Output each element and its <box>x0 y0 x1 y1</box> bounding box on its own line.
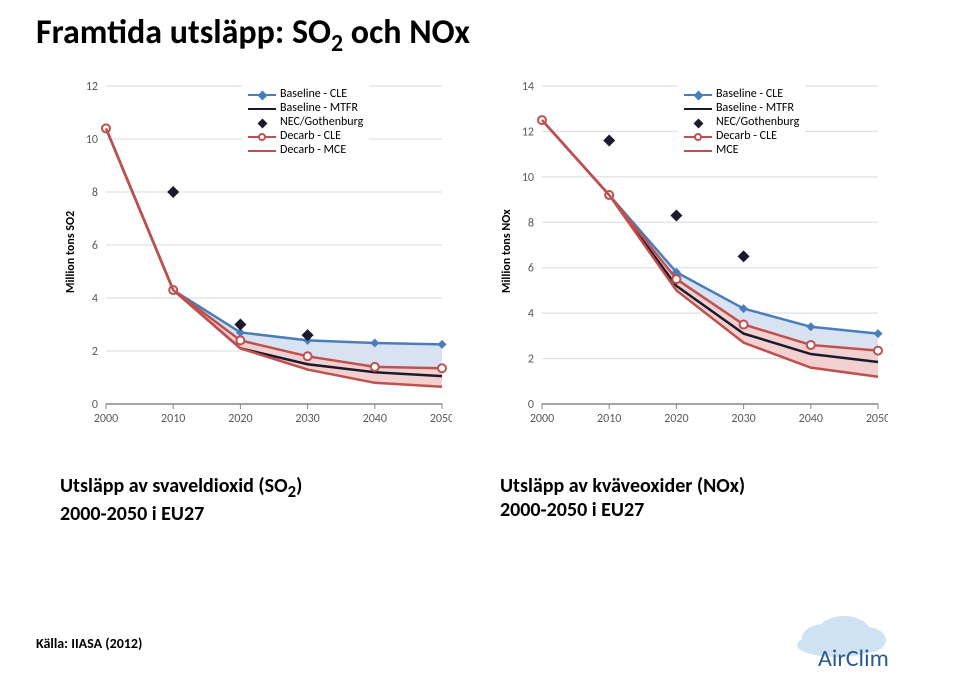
nox-caption: Utsläpp av kväveoxider (NOx)2000-2050 i … <box>500 474 745 522</box>
y-axis-label: Million tons NOx <box>500 209 514 293</box>
svg-text:2040: 2040 <box>363 412 387 426</box>
svg-text:14: 14 <box>522 80 534 94</box>
svg-text:6: 6 <box>92 239 98 253</box>
svg-text:8: 8 <box>92 186 98 200</box>
svg-text:12: 12 <box>522 125 534 139</box>
svg-text:4: 4 <box>528 307 534 321</box>
source-text: Källa: IIASA (2012) <box>36 635 142 652</box>
svg-text:6: 6 <box>528 262 534 276</box>
legend-label: Baseline - CLE <box>280 88 347 102</box>
legend-item: NEC/Gothenburg <box>248 116 363 130</box>
legend-label: NEC/Gothenburg <box>716 116 799 130</box>
so2-chart: 0 2 4 6 8 10 12 2000 2010 2020 2030 2040 2050 Million… <box>52 78 452 448</box>
legend-label: Baseline - MTFR <box>716 102 794 116</box>
so2-caption: Utsläpp av svaveldioxid (SO2)2000-2050 i… <box>60 474 302 526</box>
svg-text:10: 10 <box>522 171 534 185</box>
nox-chart: 0 2 4 6 8 10 12 14 2000 2010 2020 2030 2040 2050 Milli… <box>488 78 888 448</box>
svg-text:2010: 2010 <box>161 412 185 426</box>
svg-text:4: 4 <box>92 292 98 306</box>
svg-text:2: 2 <box>528 353 534 367</box>
legend-label: Decarb - MCE <box>280 144 346 158</box>
svg-text:2020: 2020 <box>664 412 688 426</box>
svg-text:2: 2 <box>92 345 98 359</box>
svg-text:2000: 2000 <box>94 412 118 426</box>
legend-label: MCE <box>716 144 739 158</box>
svg-text:8: 8 <box>528 216 534 230</box>
legend-item: Baseline - MTFR <box>684 102 799 116</box>
legend-item: NEC/Gothenburg <box>684 116 799 130</box>
svg-text:2050: 2050 <box>430 412 452 426</box>
legend-item: Decarb - CLE <box>248 130 363 144</box>
legend-label: Baseline - MTFR <box>280 102 358 116</box>
legend-item: MCE <box>684 144 799 158</box>
legend-label: Decarb - CLE <box>716 130 777 144</box>
svg-text:10: 10 <box>86 133 98 147</box>
y-axis-label: Million tons SO2 <box>64 211 78 293</box>
legend-label: Decarb - CLE <box>280 130 341 144</box>
legend-label: NEC/Gothenburg <box>280 116 363 130</box>
legend-label: Baseline - CLE <box>716 88 783 102</box>
chart-legend: Baseline - CLEBaseline - MTFRNEC/Gothenb… <box>242 84 369 162</box>
svg-text:2040: 2040 <box>799 412 823 426</box>
legend-item: Decarb - MCE <box>248 144 363 158</box>
svg-text:2030: 2030 <box>295 412 319 426</box>
svg-text:2010: 2010 <box>597 412 621 426</box>
page-title: Framtida utsläpp: SO2 och NOx <box>36 12 470 58</box>
svg-text:12: 12 <box>86 80 98 94</box>
svg-text:0: 0 <box>528 398 534 412</box>
svg-text:0: 0 <box>92 398 98 412</box>
svg-text:2020: 2020 <box>228 412 252 426</box>
legend-item: Baseline - CLE <box>684 88 799 102</box>
svg-text:AirClim: AirClim <box>818 644 889 672</box>
legend-item: Decarb - CLE <box>684 130 799 144</box>
svg-text:2050: 2050 <box>866 412 888 426</box>
legend-item: Baseline - MTFR <box>248 102 363 116</box>
chart-legend: Baseline - CLEBaseline - MTFRNEC/Gothenb… <box>678 84 805 162</box>
legend-item: Baseline - CLE <box>248 88 363 102</box>
svg-text:2030: 2030 <box>731 412 755 426</box>
airclim-logo: AirClim <box>782 612 932 672</box>
svg-text:2000: 2000 <box>530 412 554 426</box>
